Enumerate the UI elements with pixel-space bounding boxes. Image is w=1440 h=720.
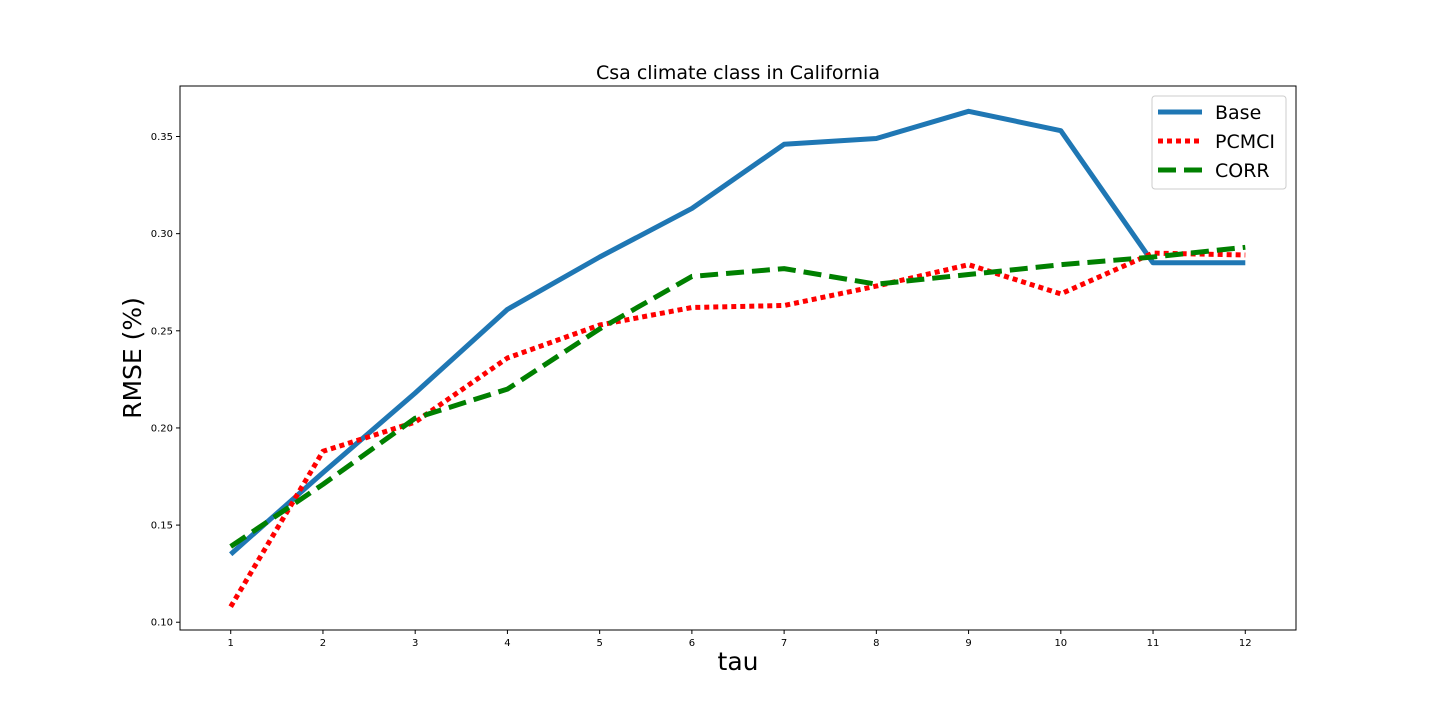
- legend-label-base: Base: [1215, 102, 1261, 124]
- x-tick-label: 7: [781, 638, 787, 649]
- y-axis: 0.10 0.15 0.20 0.25 0.30 0.35: [151, 132, 180, 629]
- x-tick-label: 6: [689, 638, 695, 649]
- y-tick-label: 0.35: [151, 132, 173, 143]
- plot-area-frame: [179, 85, 1297, 631]
- y-tick-label: 0.15: [151, 521, 173, 532]
- chart-title: Csa climate class in California: [596, 62, 880, 84]
- x-tick-label: 2: [320, 638, 326, 649]
- x-tick-label: 4: [504, 638, 510, 649]
- y-tick-label: 0.20: [151, 423, 173, 434]
- y-tick-label: 0.10: [151, 618, 173, 629]
- x-tick-label: 10: [1054, 638, 1067, 649]
- legend: Base PCMCI CORR: [1151, 95, 1287, 190]
- y-tick-label: 0.30: [151, 229, 173, 240]
- legend-label-corr: CORR: [1215, 160, 1270, 182]
- series-lines: [228, 108, 1246, 608]
- legend-box: [1151, 95, 1287, 190]
- x-tick-label: 1: [228, 638, 234, 649]
- x-tick-label: 3: [412, 638, 418, 649]
- x-tick-label: 9: [965, 638, 971, 649]
- x-axis-label: tau: [718, 647, 759, 676]
- legend-label-pcmci: PCMCI: [1215, 131, 1275, 153]
- series-line-pcmci: [228, 250, 1246, 608]
- x-tick-label: 11: [1147, 638, 1160, 649]
- x-tick-label: 8: [873, 638, 879, 649]
- x-tick-label: 5: [596, 638, 602, 649]
- series-line-corr: [229, 244, 1246, 549]
- y-axis-label: RMSE (%): [118, 297, 147, 419]
- series-line-base: [229, 108, 1246, 557]
- x-tick-label: 12: [1239, 638, 1252, 649]
- x-axis: 1 2 3 4 5 6 7 8 9 10 11 12: [228, 630, 1252, 649]
- y-tick-label: 0.25: [151, 326, 173, 337]
